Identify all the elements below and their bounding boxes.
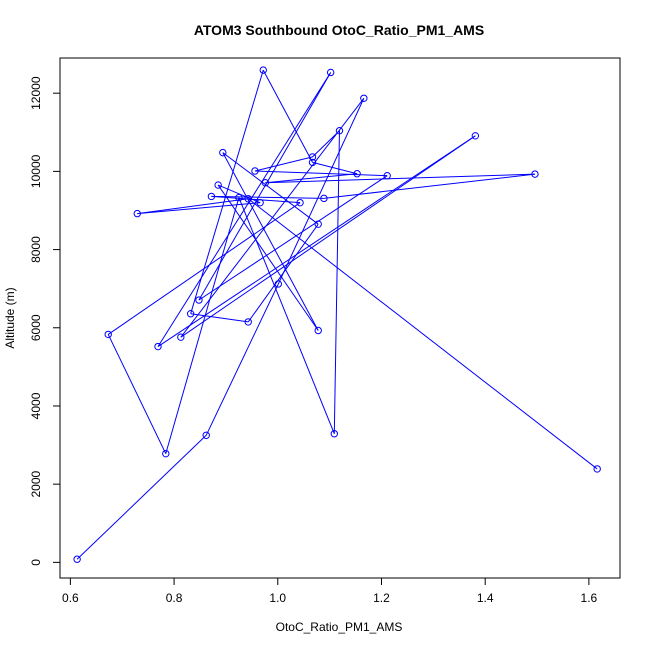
plot-area-frame (59, 57, 621, 579)
data-point (471, 132, 480, 140)
data-point (330, 430, 338, 438)
data-series (73, 66, 601, 563)
x-tick-label: 1.2 (373, 591, 390, 605)
series-segment (76, 434, 207, 560)
y-tick-label: 4000 (29, 392, 43, 419)
series-segment (312, 161, 358, 175)
series-segment (312, 130, 340, 158)
series-segment (137, 202, 261, 215)
data-point (244, 195, 252, 203)
series-segment (137, 198, 249, 215)
data-point (235, 193, 243, 202)
data-point (251, 167, 259, 175)
data-point (531, 170, 539, 178)
data-point (314, 220, 322, 228)
x-tick-label: 1.6 (581, 591, 598, 605)
data-point (73, 555, 81, 563)
series-segment (180, 135, 476, 338)
data-point (195, 296, 203, 304)
data-point (154, 342, 162, 351)
series-segment (323, 173, 536, 199)
x-tick-label: 1.0 (269, 591, 286, 605)
data-point (593, 465, 601, 473)
data-point (261, 179, 270, 187)
series-segment (190, 69, 264, 314)
series-segment (238, 197, 335, 434)
x-tick-label: 1.4 (477, 591, 494, 605)
series-segment (157, 135, 476, 347)
x-tick-label: 0.8 (166, 591, 183, 605)
series-segment (222, 152, 319, 331)
series-segment (165, 197, 240, 454)
chart-title: ATOM3 Southbound OtoC_Ratio_PM1_AMS (194, 22, 484, 38)
data-point (202, 431, 210, 439)
data-point (296, 198, 304, 207)
data-point (274, 280, 282, 288)
data-point (314, 326, 322, 335)
x-axis: 0.6 0.8 1.0 1.2 1.4 1.6 (62, 577, 598, 605)
series-segment (247, 198, 598, 470)
series-segment (205, 283, 279, 436)
data-point (383, 171, 391, 180)
series-segment (222, 152, 319, 225)
series-segment (277, 98, 365, 285)
data-point (186, 309, 195, 318)
data-point (214, 181, 222, 189)
series-segment (265, 173, 535, 184)
y-axis: 0 2000 4000 6000 8000 10000 12000 (29, 76, 61, 566)
series-segment (157, 72, 332, 347)
data-point (320, 194, 328, 203)
x-tick-label: 0.6 (62, 591, 79, 605)
data-point (162, 449, 170, 458)
data-point (133, 209, 141, 218)
data-point (244, 318, 252, 326)
y-tick-label: 12000 (29, 76, 43, 110)
data-point (207, 192, 216, 201)
y-tick-label: 10000 (29, 154, 43, 188)
series-segment (217, 184, 319, 331)
y-axis-label: Altitude (m) (3, 287, 17, 348)
data-point (308, 153, 317, 161)
series-segment (107, 334, 167, 454)
data-point (308, 158, 317, 167)
data-point (104, 330, 112, 339)
series-segment (247, 223, 319, 323)
data-point (360, 94, 368, 102)
series-segment (198, 175, 388, 301)
y-tick-label: 0 (29, 559, 43, 566)
series-segment (333, 130, 340, 434)
series-segment (217, 184, 261, 204)
series-segment (211, 195, 324, 199)
series-segment (254, 170, 388, 177)
y-tick-label: 2000 (29, 470, 43, 497)
data-point (353, 170, 361, 178)
y-tick-label: 6000 (29, 314, 43, 341)
data-point (177, 333, 185, 341)
series-segment (265, 173, 358, 184)
data-point (259, 66, 267, 74)
data-point (256, 198, 264, 207)
x-axis-label: OtoC_Ratio_PM1_AMS (276, 620, 403, 634)
series-segment (254, 156, 313, 172)
y-tick-label: 8000 (29, 236, 43, 263)
data-point (219, 148, 227, 157)
data-point (335, 127, 344, 135)
series-segment (190, 313, 249, 323)
data-point (326, 68, 335, 77)
series-segment (262, 69, 313, 163)
